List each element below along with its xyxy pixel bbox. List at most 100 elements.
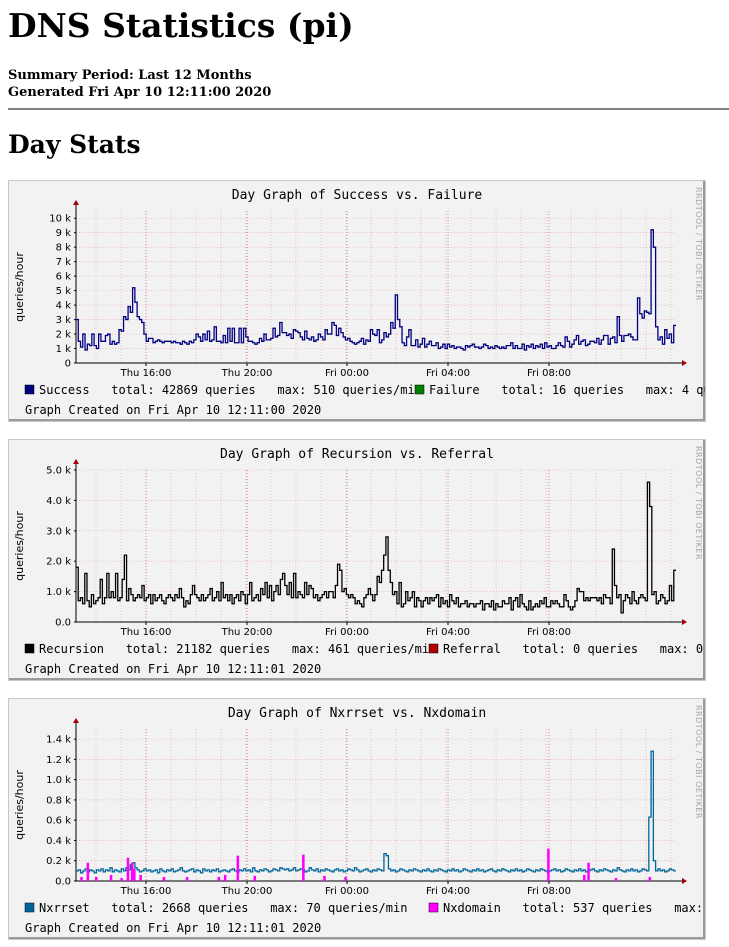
series-bar	[614, 877, 618, 881]
series-bar	[185, 876, 189, 881]
series-line	[76, 750, 676, 874]
legend-label: Failure total: 16 queries max: 4 queries…	[429, 383, 705, 397]
y-tick-label: 7 k	[56, 257, 72, 268]
x-tick-label: Fri 00:00	[325, 627, 369, 638]
series-bar	[217, 876, 221, 881]
series-bar	[223, 874, 227, 881]
y-tick-label: 2 k	[56, 330, 72, 341]
y-axis-label: queries/hour	[13, 770, 26, 840]
x-tick-label: Thu 20:00	[221, 627, 273, 638]
x-tick-label: Fri 08:00	[527, 627, 571, 638]
x-tick-label: Fri 04:00	[426, 886, 470, 897]
y-axis-label: queries/hour	[13, 511, 26, 581]
series-bar	[587, 862, 590, 881]
series-line	[76, 481, 676, 614]
x-tick-label: Thu 20:00	[221, 886, 273, 897]
y-tick-label: 0	[65, 359, 71, 370]
legend-label: Success total: 42869 queries max: 510 qu…	[39, 383, 422, 397]
summary-period: Summary Period: Last 12 Months	[8, 68, 252, 83]
chart-title: Day Graph of Recursion vs. Referral	[220, 447, 494, 462]
x-axis-arrow	[682, 878, 687, 884]
y-tick-label: 3 k	[56, 315, 72, 326]
y-tick-label: 1.2 k	[46, 755, 71, 766]
legend-swatch	[24, 643, 35, 654]
series-bar	[648, 876, 652, 881]
y-tick-label: 5 k	[56, 286, 72, 297]
y-tick-label: 0.8 k	[46, 795, 71, 806]
y-tick-label: 4 k	[56, 301, 72, 312]
series-bar	[323, 875, 326, 881]
series-bar	[86, 862, 90, 881]
y-tick-label: 1.4 k	[46, 735, 71, 746]
page-title: DNS Statistics (pi)	[8, 6, 354, 45]
y-tick-label: 1.0 k	[46, 587, 71, 598]
legend-label: Referral total: 0 queries max: 0 queries…	[443, 642, 705, 656]
y-tick-label: 4.0 k	[46, 496, 71, 507]
series-bar	[130, 862, 134, 881]
legend-swatch	[24, 384, 35, 395]
graph-created: Graph Created on Fri Apr 10 12:11:01 202…	[25, 921, 321, 935]
x-tick-label: Thu 16:00	[120, 368, 172, 379]
series-line	[76, 229, 676, 351]
generated-timestamp: Generated Fri Apr 10 12:11:00 2020	[8, 85, 272, 100]
legend-swatch	[24, 902, 35, 913]
section-title: Day Stats	[8, 130, 141, 159]
y-tick-label: 0.6 k	[46, 816, 71, 827]
x-axis-arrow	[682, 360, 687, 366]
legend-label: Nxrrset total: 2668 queries max: 70 quer…	[39, 901, 407, 915]
y-axis-arrow	[73, 718, 79, 723]
y-tick-label: 8 k	[56, 243, 72, 254]
divider	[8, 108, 729, 110]
chart-svg: Day Graph of Nxrrset vs. Nxdomain RRDTOOL…	[13, 705, 705, 935]
graph-created: Graph Created on Fri Apr 10 12:11:01 202…	[25, 662, 321, 676]
x-tick-label: Thu 20:00	[221, 368, 273, 379]
y-tick-label: 0.2 k	[46, 856, 71, 867]
y-tick-label: 9 k	[56, 228, 72, 239]
x-tick-label: Fri 00:00	[325, 368, 369, 379]
series-bar	[162, 876, 166, 881]
legend-swatch	[428, 902, 439, 913]
series-bar	[253, 875, 256, 881]
chart-title: Day Graph of Nxrrset vs. Nxdomain	[228, 706, 486, 721]
legend-swatch	[428, 643, 439, 654]
legend-label: Recursion total: 21182 queries max: 461 …	[39, 642, 436, 656]
y-axis-arrow	[73, 200, 79, 205]
x-tick-label: Thu 16:00	[120, 886, 172, 897]
x-tick-label: Fri 04:00	[426, 368, 470, 379]
series-bar	[120, 877, 123, 881]
y-tick-label: 10 k	[49, 214, 71, 225]
series-bar	[139, 874, 142, 881]
series-bar	[344, 876, 347, 881]
graph-nxrrset-nxdomain: Day Graph of Nxrrset vs. Nxdomain RRDTOOL…	[8, 698, 706, 940]
graph-success-failure: Day Graph of Success vs. Failure RRDTOOL …	[8, 180, 706, 422]
watermark: RRDTOOL / TOBI OETIKER	[694, 446, 703, 560]
graph-created: Graph Created on Fri Apr 10 12:11:00 202…	[25, 403, 321, 417]
watermark: RRDTOOL / TOBI OETIKER	[694, 187, 703, 301]
x-tick-label: Thu 16:00	[120, 627, 172, 638]
legend-swatch	[414, 384, 425, 395]
y-tick-label: 3.0 k	[46, 526, 71, 537]
y-tick-label: 0.0	[55, 618, 71, 629]
y-tick-label: 1 k	[56, 344, 72, 355]
x-tick-label: Fri 08:00	[527, 886, 571, 897]
x-axis-arrow	[682, 619, 687, 625]
series-bar	[109, 874, 113, 881]
chart-svg: Day Graph of Recursion vs. Referral RRDTO…	[13, 446, 705, 676]
series-bar	[133, 868, 136, 881]
y-axis-arrow	[73, 459, 79, 464]
y-tick-label: 2.0 k	[46, 557, 71, 568]
x-tick-label: Fri 00:00	[325, 886, 369, 897]
y-tick-label: 0.4 k	[46, 836, 71, 847]
series-bar	[126, 857, 130, 881]
x-tick-label: Fri 08:00	[527, 368, 571, 379]
series-bar	[583, 874, 586, 881]
watermark: RRDTOOL / TOBI OETIKER	[694, 705, 703, 819]
y-tick-label: 0.0	[55, 877, 71, 888]
graph-recursion-referral: Day Graph of Recursion vs. Referral RRDTO…	[8, 439, 706, 681]
series-bar	[302, 854, 305, 881]
y-tick-label: 5.0 k	[46, 466, 71, 477]
series-bar	[236, 855, 240, 881]
chart-title: Day Graph of Success vs. Failure	[232, 188, 483, 203]
series-bar	[547, 848, 550, 881]
chart-svg: Day Graph of Success vs. Failure RRDTOOL …	[13, 187, 705, 417]
